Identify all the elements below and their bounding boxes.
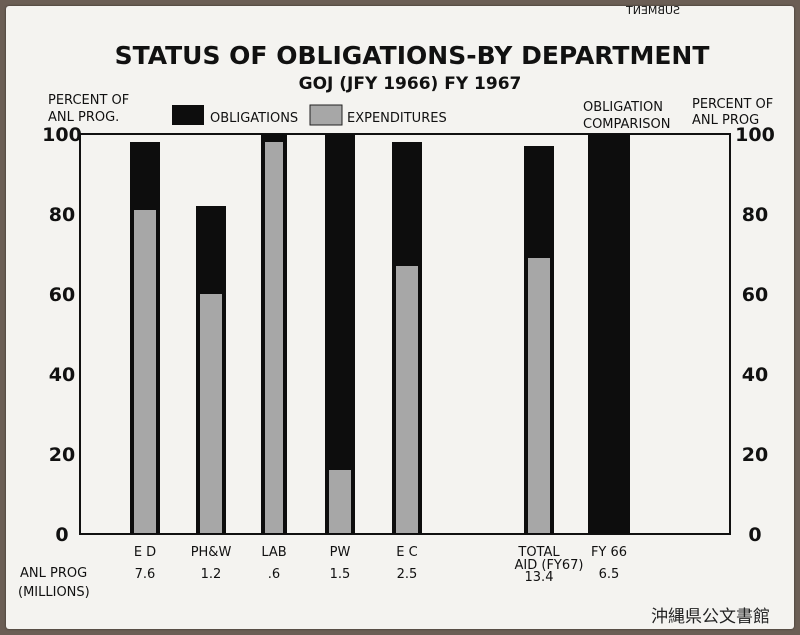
anl-prog-value: 13.4 — [525, 570, 554, 585]
y-tick-right: 0 — [748, 524, 761, 546]
right-axis-ticks: 0 20 40 60 80 100 — [735, 124, 775, 546]
right-axis-label-line1: PERCENT OF — [692, 97, 773, 112]
anl-prog-value: 7.6 — [135, 567, 156, 582]
category-label: FY 66 — [591, 545, 627, 560]
y-tick-right: 60 — [742, 284, 768, 306]
legend-label-expenditures: EXPENDITURES — [347, 111, 447, 126]
bar-expenditures — [200, 294, 222, 533]
y-tick-left: 60 — [49, 284, 75, 306]
category-label: LAB — [261, 545, 286, 560]
chart-title: STATUS OF OBLIGATIONS-BY DEPARTMENT — [115, 41, 710, 70]
chart-subtitle: GOJ (JFY 1966) FY 1967 — [299, 74, 522, 94]
y-tick-left: 20 — [49, 444, 75, 466]
bar-obligations — [588, 134, 630, 534]
legend-label-obligations: OBLIGATIONS — [210, 111, 298, 126]
y-tick-left: 0 — [55, 524, 68, 546]
anl-prog-value: 1.2 — [201, 567, 222, 582]
category-label: E C — [396, 545, 417, 560]
left-axis-label-line1: PERCENT OF — [48, 93, 129, 108]
y-tick-left: 100 — [42, 124, 82, 146]
comparison-label-line1: OBLIGATION — [583, 100, 663, 115]
bar-expenditures — [396, 266, 418, 533]
y-tick-right: 40 — [742, 364, 768, 386]
bar-obligations — [325, 134, 355, 534]
y-tick-right: 80 — [742, 204, 768, 226]
left-axis-label-line2: ANL PROG. — [48, 110, 119, 125]
y-tick-left: 40 — [49, 364, 75, 386]
bar-expenditures — [265, 142, 283, 533]
y-tick-right: 20 — [742, 444, 768, 466]
bars — [130, 134, 630, 534]
category-label: PH&W — [191, 545, 232, 560]
anl-prog-value: .6 — [268, 567, 280, 582]
category-label: TOTAL — [517, 545, 560, 560]
bar-expenditures — [134, 210, 156, 533]
bar-expenditures — [528, 258, 550, 533]
anl-prog-value: 1.5 — [330, 567, 351, 582]
anl-prog-label: ANL PROG — [20, 566, 87, 581]
anl-prog-units: (MILLIONS) — [18, 585, 90, 600]
category-label: PW — [330, 545, 351, 560]
bar-expenditures — [329, 470, 351, 533]
legend-swatch-obligations — [172, 105, 204, 125]
comparison-label-line2: COMPARISON — [583, 117, 671, 132]
anl-prog-value: 2.5 — [397, 567, 418, 582]
y-tick-left: 80 — [49, 204, 75, 226]
right-axis-label-line2: ANL PROG — [692, 113, 759, 128]
left-axis-ticks: 0 20 40 60 80 100 — [42, 124, 82, 546]
category-label: E D — [134, 545, 156, 560]
category-label: AID (FY67) — [515, 558, 584, 573]
corner-text: SUBMENT — [626, 4, 680, 17]
archive-watermark: 沖縄県公文書館 — [651, 607, 770, 627]
y-tick-right: 100 — [735, 124, 775, 146]
legend-swatch-expenditures — [309, 104, 343, 126]
anl-prog-value: 6.5 — [599, 567, 620, 582]
